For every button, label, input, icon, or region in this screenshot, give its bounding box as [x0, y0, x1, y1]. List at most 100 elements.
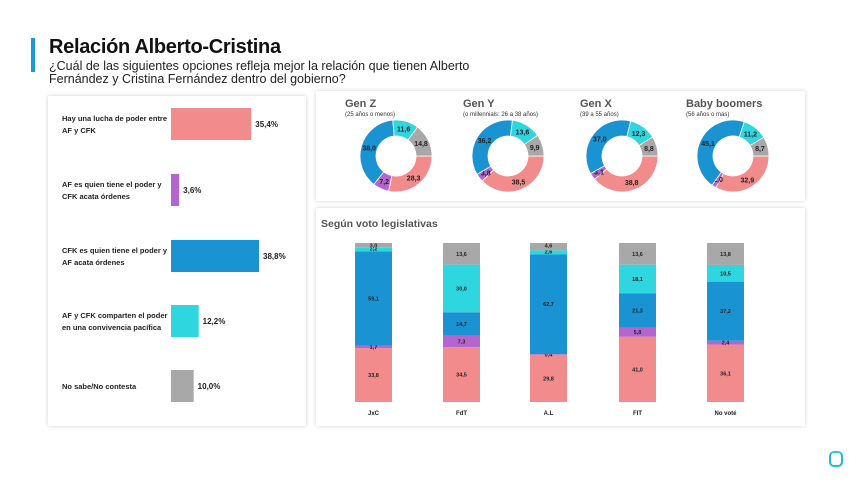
donut-slice-label: 3,8	[481, 171, 491, 178]
page-subtitle: ¿Cuál de las siguientes opciones refleja…	[49, 59, 470, 86]
donut-slice	[638, 136, 659, 157]
stacked-bar-value-label: 0,4	[545, 352, 554, 358]
donut-title: Gen X	[580, 98, 612, 110]
stacked-bar-segment	[443, 243, 480, 265]
stacked-bar-value-label: 18,1	[632, 277, 643, 283]
donut-slice	[407, 126, 433, 157]
donut-title: Gen Y	[463, 98, 495, 110]
generation-panel: Gen Z (25 años o menos) 28,3 7,2 38,0 11,6 14,…	[316, 91, 805, 201]
stacked-bar-value-label: 1,7	[370, 345, 378, 351]
stacked-bar-value-label: 13,6	[456, 252, 467, 258]
stacked-bar-value-label: 7,3	[458, 339, 466, 345]
bar	[171, 108, 252, 140]
page-title: Relación Alberto-Cristina	[49, 36, 281, 58]
stacked-bar-segment	[619, 243, 656, 265]
donut-slice-label: 32,9	[740, 178, 754, 185]
vote-stacked-bar-chart: Según voto legislativas 33,8 1,7 59,1 2,23,0…	[321, 218, 744, 417]
stacked-bar-value-label: 37,2	[720, 309, 731, 315]
donut-slice-label: 8,8	[644, 146, 654, 153]
stacked-bar-value-label: 41,0	[632, 367, 643, 373]
stacked-bar-value-label: 2,4	[722, 341, 731, 347]
stacked-bar-value-label: 13,6	[632, 252, 643, 258]
bar-value-label: 38,8%	[263, 252, 286, 261]
stacked-bar-segment	[355, 348, 392, 402]
bar	[171, 240, 259, 272]
stacked-bar-segment	[530, 354, 567, 355]
category-label: AF acata órdenes	[62, 258, 125, 267]
bar-value-label: 35,4%	[255, 120, 278, 129]
donut-slice-label: 9,9	[530, 145, 540, 152]
stacked-bar-segment	[355, 345, 392, 349]
stacked-bar-segment	[619, 327, 656, 337]
donut-slice-label: 8,7	[755, 146, 765, 153]
stacked-bar-segment	[619, 336, 656, 402]
stacked-bar-segment	[443, 264, 480, 313]
donut-subtitle: (56 años o más)	[686, 112, 729, 118]
category-label: Hay una lucha de poder entre	[62, 114, 167, 123]
stacked-bar-segment	[443, 335, 480, 348]
stacked-bar-value-label: 4,6	[545, 244, 553, 250]
stacked-bar-value-label: 3,0	[370, 244, 378, 250]
category-label: A.L	[544, 411, 554, 417]
overall-bar-chart: Hay una lucha de poder entre AF y CFK 35,4…	[62, 108, 286, 402]
stacked-bar-segment	[443, 312, 480, 336]
donut-slice-label: 37,0	[593, 136, 607, 143]
bar-value-label: 12,2%	[203, 317, 226, 326]
stacked-bar-value-label: 34,5	[456, 373, 467, 379]
generation-donut-charts: Gen Z (25 años o menos) 28,3 7,2 38,0 11,6 14,…	[345, 98, 770, 193]
donut-subtitle: (25 años o menos)	[345, 112, 395, 118]
stacked-bar-segment	[707, 344, 744, 402]
donut-slice	[359, 119, 395, 185]
category-label: No voté	[714, 411, 737, 417]
donut-slice-label: 14,8	[414, 141, 428, 148]
stacked-bar-segment	[355, 247, 392, 252]
category-label: No sabe/No contesta	[62, 382, 137, 391]
donut-slice	[749, 136, 770, 157]
stacked-bar-segment	[443, 347, 480, 402]
title-accent-bar	[31, 38, 35, 72]
stacked-bar-value-label: 14,7	[456, 322, 467, 328]
donut-slice	[585, 119, 632, 175]
stacked-bar-segment	[530, 354, 567, 402]
stacked-bar-segment	[530, 254, 567, 355]
donut-slice-label: 3,1	[594, 169, 604, 176]
category-label: CFK acata órdenes	[62, 192, 130, 201]
donut-slice	[523, 134, 545, 157]
donut-title: Baby boomers	[686, 98, 762, 110]
donut-slice	[481, 155, 545, 193]
stacked-bar-value-label: 21,3	[632, 308, 643, 314]
donut-slice	[388, 155, 433, 193]
stacked-bar-value-label: 36,1	[720, 371, 731, 377]
donut-slice-label: 38,5	[512, 179, 526, 186]
donut-slice	[471, 119, 513, 175]
stacked-bar-segment	[530, 243, 567, 251]
donut-title: Gen Z	[345, 98, 376, 110]
category-label: AF es quien tiene el poder y	[62, 180, 162, 189]
donut-slice-label: 11,6	[397, 127, 410, 134]
donut-slice-label: 13,6	[516, 130, 530, 137]
donut-slice-label: 45,1	[701, 141, 715, 148]
bar	[171, 305, 199, 337]
category-label: JxC	[368, 411, 380, 417]
donut-slice-label: 2,0	[713, 177, 723, 184]
stacked-bar-value-label: 62,7	[543, 302, 554, 308]
stacked-bar-value-label: 10,5	[720, 271, 731, 277]
vote-chart-title: Según voto legislativas	[321, 218, 438, 230]
stacked-bar-value-label: 5,8	[634, 330, 642, 336]
category-label: AF y CFK comparten el poder	[62, 311, 168, 320]
donut-subtitle: (39 a 55 años)	[580, 112, 619, 118]
stacked-bar-segment	[355, 251, 392, 346]
vote-panel: Según voto legislativas 33,8 1,7 59,1 2,2 3,0…	[316, 208, 805, 426]
stacked-bar-segment	[707, 243, 744, 265]
donut-slice-label: 36,2	[478, 138, 492, 145]
category-label: AF y CFK	[62, 126, 96, 135]
donut-slice	[696, 119, 745, 186]
donut-slice-label: 7,2	[379, 179, 389, 186]
stacked-bar-segment	[355, 243, 392, 248]
stacked-bar-segment	[619, 293, 656, 328]
stacked-bar-segment	[707, 340, 744, 345]
stacked-bar-segment	[619, 264, 656, 294]
stacked-bar-value-label: 33,8	[368, 373, 379, 379]
donut-slice-label: 38,8	[625, 180, 639, 187]
stacked-bar-segment	[707, 281, 744, 341]
